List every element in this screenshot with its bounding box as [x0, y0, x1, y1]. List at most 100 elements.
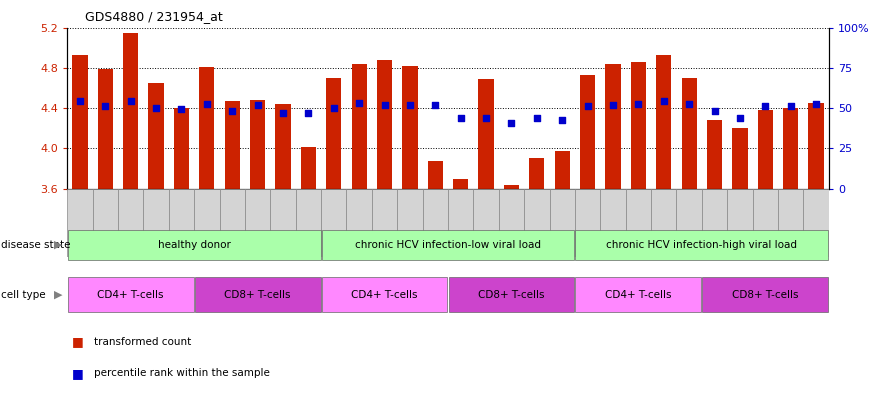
FancyBboxPatch shape — [625, 189, 651, 257]
Text: ▶: ▶ — [55, 290, 63, 300]
FancyBboxPatch shape — [372, 189, 397, 257]
FancyBboxPatch shape — [702, 277, 828, 312]
FancyBboxPatch shape — [321, 189, 347, 257]
Point — [327, 105, 341, 111]
FancyBboxPatch shape — [651, 189, 676, 257]
Bar — [174, 108, 189, 189]
FancyBboxPatch shape — [549, 189, 575, 257]
Bar — [199, 67, 214, 189]
Point — [276, 110, 290, 116]
Point — [556, 117, 570, 123]
Bar — [250, 100, 265, 189]
Text: cell type: cell type — [1, 290, 46, 300]
Point — [606, 102, 620, 108]
Text: healthy donor: healthy donor — [158, 240, 230, 250]
Bar — [427, 162, 443, 189]
FancyBboxPatch shape — [168, 189, 194, 257]
Point — [530, 115, 544, 121]
FancyBboxPatch shape — [296, 189, 321, 257]
Point — [809, 101, 823, 107]
Bar — [783, 108, 798, 189]
Text: CD8+ T-cells: CD8+ T-cells — [478, 290, 545, 300]
Point — [631, 101, 645, 107]
FancyBboxPatch shape — [448, 189, 473, 257]
Point — [73, 98, 87, 104]
Point — [124, 98, 138, 104]
Bar — [758, 110, 773, 189]
Point — [428, 102, 443, 108]
FancyBboxPatch shape — [347, 189, 372, 257]
Text: CD4+ T-cells: CD4+ T-cells — [605, 290, 672, 300]
Text: chronic HCV infection-high viral load: chronic HCV infection-high viral load — [607, 240, 797, 250]
Text: ■: ■ — [72, 367, 83, 380]
Bar — [351, 64, 366, 189]
Point — [225, 108, 239, 114]
FancyBboxPatch shape — [220, 189, 245, 257]
FancyBboxPatch shape — [778, 189, 804, 257]
Bar — [73, 55, 88, 189]
Point — [478, 115, 493, 121]
Text: ■: ■ — [72, 335, 83, 349]
FancyBboxPatch shape — [575, 189, 600, 257]
Point — [200, 101, 214, 107]
Bar — [478, 79, 494, 189]
Bar — [453, 178, 469, 189]
Text: CD4+ T-cells: CD4+ T-cells — [351, 290, 418, 300]
FancyBboxPatch shape — [473, 189, 499, 257]
FancyBboxPatch shape — [423, 189, 448, 257]
Bar — [377, 60, 392, 189]
FancyBboxPatch shape — [143, 189, 168, 257]
Text: chronic HCV infection-low viral load: chronic HCV infection-low viral load — [355, 240, 541, 250]
FancyBboxPatch shape — [68, 277, 194, 312]
FancyBboxPatch shape — [92, 189, 118, 257]
Bar — [631, 62, 646, 189]
Bar — [504, 185, 519, 189]
Bar — [402, 66, 418, 189]
FancyBboxPatch shape — [118, 189, 143, 257]
Text: ▶: ▶ — [55, 240, 63, 250]
FancyBboxPatch shape — [804, 189, 829, 257]
Point — [301, 110, 315, 116]
FancyBboxPatch shape — [728, 189, 753, 257]
Bar — [123, 33, 138, 189]
FancyBboxPatch shape — [753, 189, 778, 257]
FancyBboxPatch shape — [245, 189, 271, 257]
Bar — [149, 83, 164, 189]
Bar — [275, 104, 290, 189]
Text: disease state: disease state — [1, 240, 71, 250]
Bar — [606, 64, 621, 189]
FancyBboxPatch shape — [499, 189, 524, 257]
FancyBboxPatch shape — [449, 277, 574, 312]
FancyBboxPatch shape — [676, 189, 702, 257]
Point — [504, 120, 519, 126]
Point — [708, 108, 722, 114]
Point — [758, 103, 772, 109]
FancyBboxPatch shape — [67, 189, 92, 257]
Bar — [808, 103, 823, 189]
FancyBboxPatch shape — [702, 189, 728, 257]
Point — [251, 102, 265, 108]
Text: CD4+ T-cells: CD4+ T-cells — [98, 290, 164, 300]
Point — [377, 102, 392, 108]
Bar — [98, 69, 113, 189]
Text: CD8+ T-cells: CD8+ T-cells — [224, 290, 291, 300]
Bar — [707, 120, 722, 189]
FancyBboxPatch shape — [575, 230, 828, 260]
Point — [403, 102, 418, 108]
Point — [581, 103, 595, 109]
FancyBboxPatch shape — [322, 230, 574, 260]
Point — [174, 106, 189, 112]
Bar — [530, 158, 545, 189]
FancyBboxPatch shape — [397, 189, 423, 257]
FancyBboxPatch shape — [600, 189, 625, 257]
Text: CD8+ T-cells: CD8+ T-cells — [732, 290, 798, 300]
FancyBboxPatch shape — [194, 189, 220, 257]
Bar — [326, 78, 341, 189]
Point — [453, 115, 468, 121]
Bar — [555, 151, 570, 189]
Point — [149, 105, 163, 111]
Point — [657, 98, 671, 104]
Point — [733, 115, 747, 121]
FancyBboxPatch shape — [68, 230, 321, 260]
FancyBboxPatch shape — [322, 277, 447, 312]
